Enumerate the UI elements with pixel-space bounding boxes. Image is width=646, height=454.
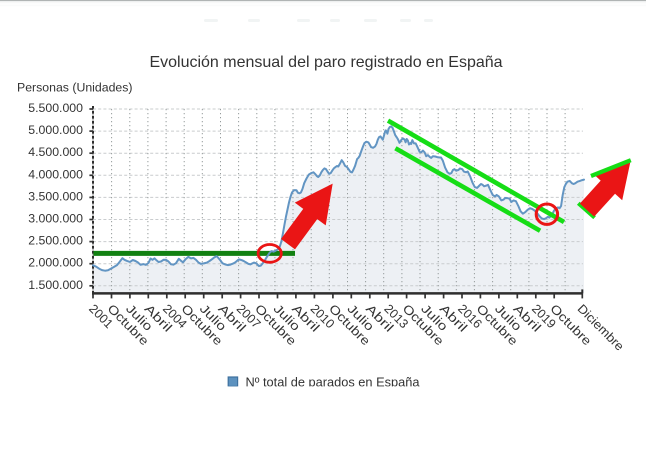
svg-text:3.500.000: 3.500.000 — [28, 189, 83, 203]
svg-text:2.500.000: 2.500.000 — [28, 234, 83, 248]
svg-text:Evolución mensual del paro reg: Evolución mensual del paro registrado en… — [149, 54, 502, 71]
svg-text:4.500.000: 4.500.000 — [28, 145, 83, 159]
svg-text:4.000.000: 4.000.000 — [28, 167, 83, 181]
svg-text:Nº total de parados en España: Nº total de parados en España — [246, 374, 421, 389]
svg-text:Personas (Unidades): Personas (Unidades) — [17, 81, 133, 95]
svg-text:2.000.000: 2.000.000 — [28, 256, 83, 270]
svg-text:5.500.000: 5.500.000 — [28, 101, 83, 115]
svg-text:3.000.000: 3.000.000 — [28, 212, 83, 226]
svg-text:1.500.000: 1.500.000 — [28, 278, 83, 292]
svg-text:5.000.000: 5.000.000 — [28, 123, 83, 137]
